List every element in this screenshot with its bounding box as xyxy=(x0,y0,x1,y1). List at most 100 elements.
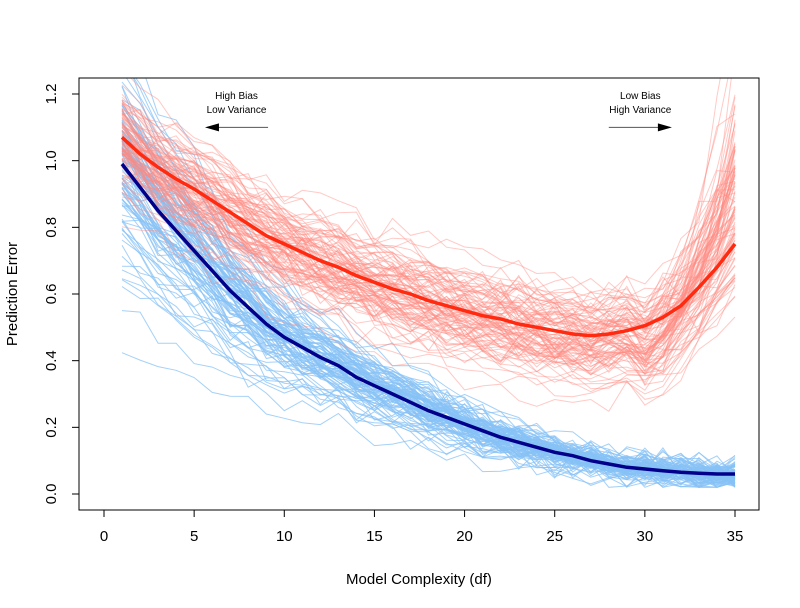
test-replicate-line xyxy=(121,123,736,330)
test-replicate-line xyxy=(121,113,736,322)
test-replicate-line xyxy=(121,148,736,376)
test-replicate-line xyxy=(121,84,736,299)
test-replicate-line xyxy=(121,96,736,320)
mean-lines xyxy=(120,136,737,476)
test-replicate-line xyxy=(121,134,736,339)
test-replicate-line xyxy=(121,117,736,334)
training-replicate-line xyxy=(121,204,736,482)
test-replicate-line xyxy=(121,157,736,361)
test-replicate-line xyxy=(121,99,736,317)
test-replicate-line xyxy=(121,172,736,375)
x-tick-label: 15 xyxy=(366,528,383,545)
test-replicate-line xyxy=(121,153,736,376)
test-replicate-line xyxy=(121,103,736,327)
test-replicate-line xyxy=(121,113,736,335)
test-replicate-line xyxy=(121,136,736,365)
test-replicate-line xyxy=(121,111,736,328)
training-replicate-line xyxy=(121,278,736,488)
test-replicate-line xyxy=(121,158,736,366)
test-replicate-line xyxy=(121,157,736,363)
test-replicate-line xyxy=(121,100,736,314)
test-replicate-line xyxy=(121,174,736,375)
training-replicate-line xyxy=(121,352,736,488)
arrow-right-icon xyxy=(657,123,672,132)
test-replicate-line xyxy=(121,123,736,328)
test-replicate-line xyxy=(121,147,736,356)
y-tick-label: 1.0 xyxy=(43,150,60,171)
test-replicate-line xyxy=(121,133,736,359)
test-replicate-line xyxy=(121,150,736,371)
arrow-left-icon xyxy=(204,123,219,132)
y-tick-label: 0.2 xyxy=(43,417,60,438)
x-tick-label: 35 xyxy=(727,528,744,545)
test-replicate-line xyxy=(121,191,736,395)
test-replicate-line xyxy=(121,125,736,334)
test-replicate-line xyxy=(121,166,736,384)
mean-test-error-line xyxy=(120,136,737,338)
y-axis: 0.0 0.2 0.4 0.6 0.8 1.0 1.2 xyxy=(43,84,80,505)
test-replicate-line xyxy=(121,113,736,337)
test-replicate-line xyxy=(121,108,736,310)
test-replicate-line xyxy=(121,151,736,373)
test-replicate-line xyxy=(121,150,736,354)
test-replicate-line xyxy=(121,146,736,374)
test-replicate-line xyxy=(121,138,736,355)
mean-training-error-line xyxy=(120,162,735,476)
test-replicate-line xyxy=(121,121,736,343)
test-replicate-line xyxy=(121,100,736,304)
test-replicate-line xyxy=(121,141,736,350)
test-replicate-line xyxy=(121,78,732,324)
test-replicate-line xyxy=(121,154,736,375)
annotation-line1: Low Bias xyxy=(620,91,661,102)
training-replicate-line xyxy=(121,256,736,489)
training-replicate-line xyxy=(121,138,736,482)
test-replicate-line xyxy=(121,78,721,315)
test-replicate-line xyxy=(121,130,736,351)
x-tick-label: 25 xyxy=(546,528,563,545)
x-tick-label: 20 xyxy=(456,528,473,545)
test-replicate-line xyxy=(121,122,736,325)
test-replicate-line xyxy=(121,148,736,359)
training-replicate-line xyxy=(121,310,736,488)
test-replicate-line xyxy=(121,119,736,360)
x-axis-label: Model Complexity (df) xyxy=(346,571,492,588)
test-replicate-line xyxy=(121,152,736,349)
test-replicate-line xyxy=(121,126,736,329)
annotation-line2: High Variance xyxy=(609,105,672,116)
test-replicate-line xyxy=(121,143,736,357)
annotation-line1: High Bias xyxy=(215,91,258,102)
x-axis: 0 5 10 15 20 25 30 35 xyxy=(100,509,744,545)
test-replicate-line xyxy=(121,136,736,357)
test-replicate-line xyxy=(121,115,736,328)
test-replicate-line xyxy=(121,226,736,413)
test-replicate-line xyxy=(121,174,736,387)
test-replicate-line xyxy=(121,144,736,330)
test-replicate-line xyxy=(121,148,736,357)
y-axis-label: Prediction Error xyxy=(4,242,21,346)
test-replicate-line xyxy=(121,153,736,361)
x-tick-label: 5 xyxy=(190,528,198,545)
test-replicate-line xyxy=(121,132,736,368)
test-replicate-line xyxy=(121,149,736,372)
annotation-line2: Low Variance xyxy=(207,105,267,116)
test-replicate-line xyxy=(121,130,736,349)
test-replicate-line xyxy=(121,104,736,361)
test-replicate-line xyxy=(121,162,736,373)
test-replicate-line xyxy=(121,142,736,364)
test-replicate-line xyxy=(121,109,736,331)
test-replicate-line xyxy=(121,179,736,391)
y-tick-label: 0.8 xyxy=(43,217,60,238)
y-tick-label: 0.0 xyxy=(43,484,60,505)
test-replicate-line xyxy=(121,166,736,364)
training-replicate-line xyxy=(121,279,736,488)
y-tick-label: 0.4 xyxy=(43,350,60,371)
x-tick-label: 10 xyxy=(276,528,293,545)
x-tick-label: 0 xyxy=(100,528,108,545)
test-replicate-line xyxy=(121,124,736,333)
test-replicate-line xyxy=(121,144,736,355)
test-replicate-line xyxy=(121,130,736,352)
training-replicate-line xyxy=(121,269,736,488)
training-replicate-line xyxy=(135,78,736,472)
test-replicate-line xyxy=(121,108,736,316)
